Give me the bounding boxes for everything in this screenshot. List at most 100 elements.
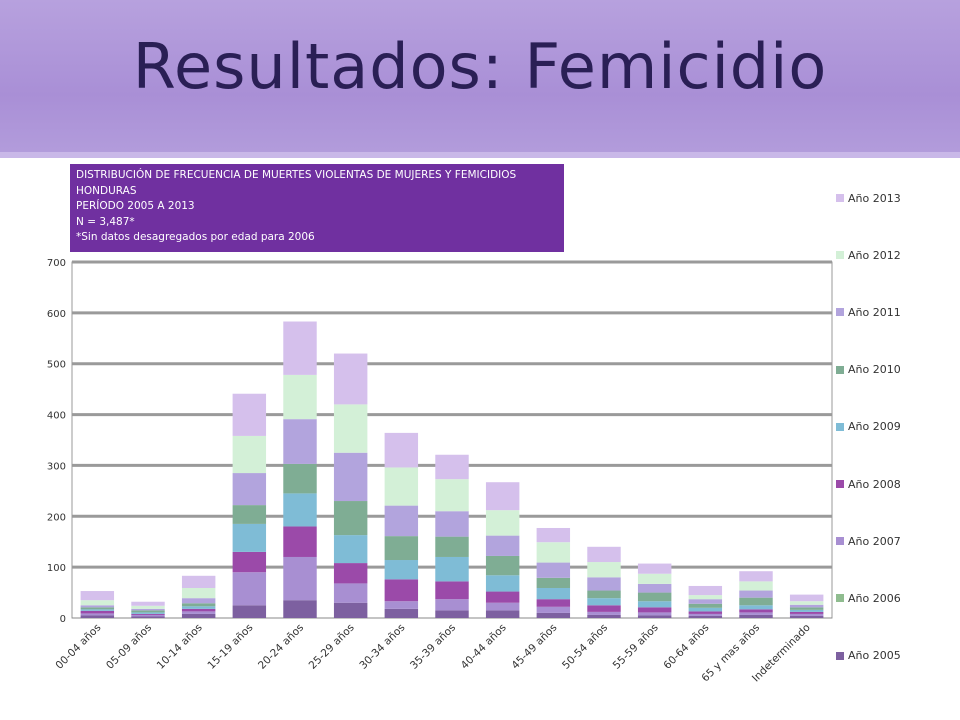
legend-swatch (836, 651, 844, 660)
bar-segment (435, 479, 469, 512)
bar-segment (232, 393, 267, 436)
bar-segment (232, 551, 267, 573)
bar-segment (739, 571, 773, 582)
bar-segment (587, 614, 621, 618)
bar-segment (637, 607, 672, 613)
bar-segment (80, 607, 115, 610)
y-tick-label: 500 (47, 360, 66, 371)
bar-segment (485, 482, 520, 511)
legend-label: Año 2007 (848, 534, 901, 548)
bar-segment (789, 613, 824, 616)
bar-segment (789, 611, 824, 614)
chart-title-line: *Sin datos desagregados por edad para 20… (76, 231, 315, 243)
legend-item: Año 2008 (836, 476, 901, 492)
legend-item: Año 2012 (836, 247, 901, 263)
bar-segment (181, 587, 216, 599)
y-tick-label: 400 (47, 411, 66, 422)
bar-segment (688, 607, 723, 612)
bar-segment (536, 542, 571, 563)
bar-segment (536, 612, 571, 618)
bar-segment (485, 610, 520, 618)
bar-segment (384, 601, 419, 609)
legend-swatch (836, 537, 844, 546)
bar-segment (384, 505, 419, 537)
bar-segment (333, 563, 368, 584)
legend-swatch (836, 480, 844, 488)
bar-segment (181, 606, 216, 609)
y-tick-label: 200 (47, 512, 66, 523)
bar-segment (536, 587, 571, 600)
bar-segment (232, 473, 267, 506)
y-tick-label: 600 (47, 309, 66, 320)
legend-label: Año 2006 (848, 591, 901, 605)
bar-segment (637, 583, 672, 593)
bar-segment (435, 454, 469, 480)
bar-segment (637, 612, 672, 616)
bar-segment (536, 577, 571, 588)
bar-segment (789, 601, 824, 605)
bar-segment (384, 467, 419, 506)
bar-segment (789, 615, 824, 618)
bar-segment (131, 616, 165, 618)
x-tick-label: 25-29 años (307, 622, 357, 672)
y-tick-label: 0 (60, 614, 66, 625)
bar-segment (485, 591, 520, 603)
bar-segment (283, 526, 317, 557)
bar-segment (181, 608, 216, 612)
bar-segment (283, 321, 317, 375)
bar-segment (131, 614, 165, 617)
bar-segment (283, 556, 317, 601)
bar-segment (739, 590, 773, 598)
chart-title-line: DISTRIBUCIÓN DE FRECUENCIA DE MUERTES VI… (76, 169, 517, 181)
bar-segment (789, 609, 824, 612)
bar-segment (384, 560, 419, 580)
bar-segment (739, 609, 773, 613)
bar-segment (536, 606, 571, 613)
bar-segment (587, 562, 621, 578)
legend-swatch (836, 194, 844, 202)
x-tick-label: 35-39 años (408, 622, 458, 672)
bar-segment (80, 605, 115, 608)
bar-segment (688, 615, 723, 618)
bar-segment (181, 598, 216, 604)
bar-segment (131, 613, 165, 615)
bar-segment (637, 563, 672, 574)
bar-segment (232, 572, 267, 606)
legend-swatch (836, 422, 844, 431)
bar-segment (587, 590, 621, 599)
bar-segment (131, 605, 165, 609)
bar-segment (739, 605, 773, 610)
x-tick-label: 60-64 años (661, 622, 711, 672)
bar-segment (384, 432, 419, 468)
legend-label: Año 2008 (848, 477, 901, 491)
legend-item: Año 2011 (836, 304, 901, 320)
x-tick-label: 50-54 años (560, 622, 610, 672)
bar-segment (80, 609, 115, 611)
bar-segment (181, 575, 216, 588)
chart-title-line: PERÍODO 2005 A 2013 (76, 200, 195, 212)
bar-segment (587, 577, 621, 591)
legend-item: Año 2005 (836, 648, 901, 664)
bar-segment (435, 556, 469, 582)
bar-segment (333, 501, 368, 536)
bar-segment (181, 603, 216, 607)
bar-segment (333, 353, 368, 405)
bar-segment (536, 527, 571, 543)
bar-segment (637, 601, 672, 608)
bar-segment (789, 607, 824, 610)
bar-segment (536, 562, 571, 578)
legend-item: Año 2006 (836, 590, 901, 606)
legend-label: Año 2013 (848, 191, 901, 205)
bar-segment (739, 597, 773, 606)
x-tick-label: 45-49 años (509, 622, 559, 672)
x-tick-label: 00-04 años (53, 622, 103, 672)
x-tick-label: 55-59 años (611, 622, 661, 672)
bar-segment (80, 613, 115, 616)
bar-segment (333, 535, 368, 564)
bar-segment (131, 601, 165, 606)
legend-swatch (836, 365, 844, 374)
bar-segment (688, 613, 723, 616)
x-tick-label: 15-19 años (205, 622, 255, 672)
bar-segment (232, 605, 267, 618)
bar-segment (435, 599, 469, 611)
